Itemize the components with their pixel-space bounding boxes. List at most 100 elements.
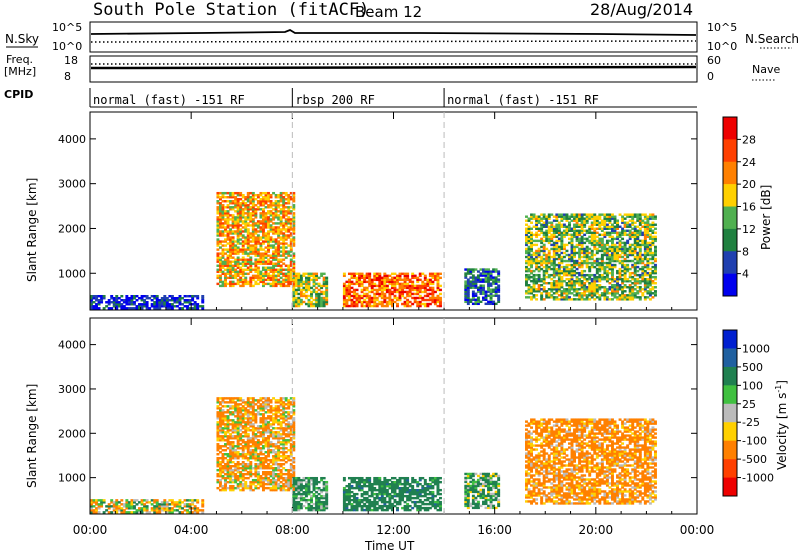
power-cell [469,268,472,270]
power-cell [265,232,268,234]
power-cell [474,276,477,278]
velocity-cell [310,483,313,485]
power-cell [232,275,235,277]
power-cell [588,248,591,250]
power-cell [216,283,219,285]
power-cell [603,262,606,264]
power-cell [608,240,611,242]
power-cell [130,307,133,309]
power-cell [563,260,566,262]
velocity-cell [227,435,230,437]
velocity-cell [282,483,285,485]
power-cell [275,238,278,240]
power-cell [399,283,402,285]
power-cell [588,262,591,264]
y-tick-label: 3000 [58,178,86,191]
power-cell [272,238,275,240]
velocity-cell [270,405,273,407]
velocity-cell [224,473,227,475]
power-cell [424,275,427,277]
power-cell [482,284,485,286]
power-cell [270,244,273,246]
power-cell [267,192,270,194]
power-cell [545,290,548,292]
power-cell [323,297,326,299]
velocity-cell [227,481,230,483]
power-cell [411,293,414,295]
power-cell [601,286,604,288]
cpid-label: CPID [4,88,33,101]
power-cell [598,238,601,240]
power-cell [219,252,222,254]
velocity-cell [287,439,290,441]
power-cell [545,282,548,284]
power-cell [93,305,96,307]
velocity-cell [222,453,225,455]
power-cell [282,192,285,194]
power-ylabel: Slant Range [km] [25,178,39,282]
power-cell [631,276,634,278]
power-cell [586,274,589,276]
cpid-segment-label: normal (fast) -151 RF [93,93,245,107]
velocity-cell [292,465,295,467]
power-cell [128,307,131,309]
velocity-cell [229,429,232,431]
power-cell [232,256,235,258]
power-cell [239,242,242,244]
power-cell [606,296,609,298]
power-cell [133,307,136,309]
power-cell [234,258,237,260]
power-cell [651,252,654,254]
velocity-cell [247,477,250,479]
power-cell [550,234,553,236]
power-cell [485,268,488,270]
power-cell [363,275,366,277]
velocity-cell [272,467,275,469]
power-cell [361,273,364,275]
power-cell [270,210,273,212]
power-cell [290,218,293,220]
velocity-cell [267,471,270,473]
power-cell [560,270,563,272]
power-cell [234,192,237,194]
colorbar-tick-label: 24 [742,156,756,169]
velocity-cell [315,495,318,497]
nsky-tick-bottom: 10^0 [52,40,82,53]
power-cell [272,202,275,204]
power-cell [265,250,268,252]
power-cell [318,289,321,291]
power-cell [363,305,366,307]
velocity-cell [287,469,290,471]
power-cell [184,299,187,301]
velocity-cell [244,453,247,455]
power-cell [578,278,581,280]
velocity-cell [222,427,225,429]
power-cell [619,260,622,262]
velocity-cell [282,467,285,469]
velocity-cell [285,447,288,449]
power-cell [596,240,599,242]
power-cell [593,274,596,276]
power-cell [550,213,553,215]
power-cell [302,293,305,295]
power-cell [257,283,260,285]
power-cell [394,277,397,279]
power-cell [654,215,657,217]
power-cell [244,248,247,250]
power-cell [588,298,591,300]
velocity-cell [229,433,232,435]
power-cell [543,286,546,288]
power-cell [388,289,391,291]
velocity-cell [287,411,290,413]
power-cell [636,296,639,298]
power-cell [383,293,386,295]
velocity-cell [234,473,237,475]
velocity-cell [285,397,288,399]
power-cell [583,242,586,244]
power-cell [560,213,563,215]
power-cell [244,258,247,260]
power-cell [535,288,538,290]
power-cell [320,285,323,287]
velocity-cell [285,411,288,413]
velocity-cell [282,427,285,429]
